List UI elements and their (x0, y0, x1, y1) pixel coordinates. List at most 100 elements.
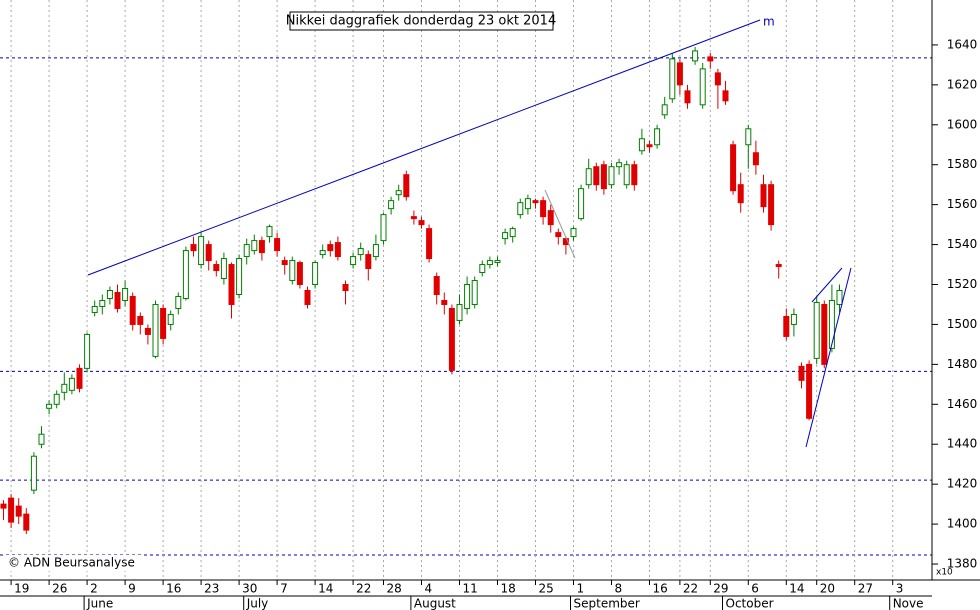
axis-multiplier: x10 (936, 568, 953, 578)
candle-body (631, 164, 638, 186)
candle-body (714, 72, 721, 86)
candle-body (669, 58, 676, 100)
candle-body (532, 200, 539, 204)
x-tick-label: 11 (463, 582, 478, 596)
candle-body (821, 303, 828, 365)
candle-body (114, 291, 121, 309)
y-tick-label: 1420 (947, 477, 978, 491)
candle-body (585, 168, 592, 186)
candle-body (768, 184, 775, 226)
y-tick-label: 1520 (947, 277, 978, 291)
trend-line (811, 267, 843, 303)
y-tick-label: 1400 (947, 517, 978, 531)
candle-body (707, 56, 714, 62)
candle-body (334, 242, 341, 258)
candle-body (608, 166, 615, 186)
candle-body (509, 228, 516, 238)
candle-body (38, 433, 45, 445)
month-label: Nove (893, 597, 924, 610)
candle-body (661, 104, 668, 116)
candle-body (403, 174, 410, 198)
candle-body (380, 214, 387, 242)
candle-body (638, 138, 645, 152)
y-tick-label: 1460 (947, 397, 978, 411)
candle-body (676, 62, 683, 86)
candle-body (243, 244, 250, 258)
candle-body (593, 166, 600, 186)
candle-body (555, 232, 562, 238)
candle-body (84, 333, 91, 369)
candle-body (730, 144, 737, 192)
candle-body (137, 315, 144, 325)
x-tick-label: 29 (713, 582, 728, 596)
credit-box (4, 555, 142, 571)
x-tick-label: 14 (318, 582, 333, 596)
candle-body (806, 363, 813, 419)
candle-body (813, 301, 820, 359)
candle-body (486, 260, 493, 266)
candle-body (623, 164, 630, 186)
candle-body (494, 260, 501, 264)
x-tick-label: 20 (820, 582, 835, 596)
candle-body (699, 68, 706, 106)
x-tick-label: 18 (501, 582, 516, 596)
candle-body (175, 295, 182, 309)
x-tick-label: 28 (387, 582, 402, 596)
x-tick-label: 6 (751, 582, 759, 596)
candle-body (456, 303, 463, 321)
candle-body (53, 393, 60, 405)
candle-body (752, 152, 759, 166)
credit: © ADN Beursanalyse (8, 556, 135, 570)
candle-body (471, 280, 478, 305)
y-tick-label: 1480 (947, 357, 978, 371)
y-tick-label: 1560 (947, 197, 978, 211)
candle-body (578, 188, 585, 220)
candle-body (220, 258, 227, 280)
candle-body (266, 226, 273, 238)
candle-body (289, 260, 296, 282)
candle-body (410, 216, 417, 220)
month-label: October (726, 597, 774, 610)
y-tick-label: 1440 (947, 437, 978, 451)
x-tick-label: 16 (166, 582, 181, 596)
candle-body (312, 262, 319, 286)
y-tick-label: 1540 (947, 237, 978, 251)
candle-body (790, 313, 797, 325)
x-tick-label: 23 (204, 582, 219, 596)
candle-body (213, 264, 220, 272)
candle-body (684, 90, 691, 104)
candle-body (524, 198, 531, 210)
candle-body (319, 250, 326, 256)
candle-body (144, 327, 151, 335)
month-label: August (414, 597, 456, 610)
candle-body (540, 200, 547, 218)
candle-body (745, 128, 752, 146)
candle-body (274, 238, 281, 252)
candle-body (350, 256, 357, 266)
candle-body (616, 162, 623, 168)
candle-body (8, 497, 15, 523)
x-tick-label: 7 (280, 582, 288, 596)
candle-body (0, 503, 7, 509)
candle-body (160, 307, 167, 339)
candle-body (258, 240, 265, 254)
title-box (289, 11, 554, 31)
candle-body (547, 210, 554, 226)
chart-title: Nikkei daggrafiek donderdag 23 okt 2014 (286, 14, 556, 29)
candle-body (342, 284, 349, 291)
candle-body (426, 228, 433, 260)
candle-body (692, 50, 699, 62)
candle-body (783, 315, 790, 337)
candles (0, 46, 843, 535)
month-label: September (574, 597, 640, 610)
candle-body (281, 260, 288, 266)
candle-body (296, 262, 303, 286)
candle-body (251, 240, 258, 252)
trend-line (87, 19, 761, 276)
candle-body (517, 202, 524, 216)
month-label: June (86, 597, 113, 610)
candle-body (357, 248, 364, 256)
x-tick-label: 2 (90, 582, 98, 596)
trend-line (544, 189, 576, 259)
